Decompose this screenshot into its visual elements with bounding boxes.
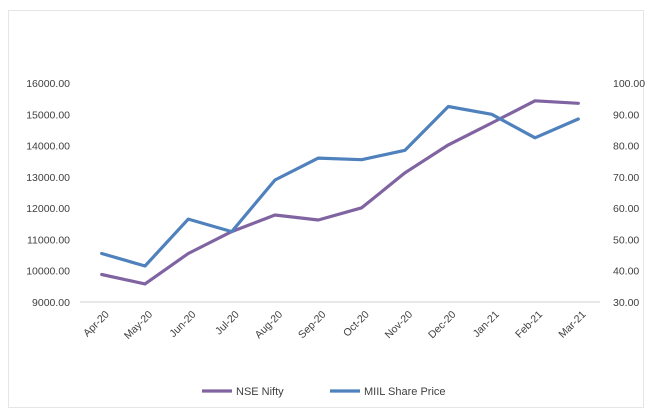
y-right-tick-label: 40.00 — [613, 266, 639, 278]
x-tick-label: May-20 — [122, 309, 155, 342]
x-tick-label: Apr-20 — [81, 309, 112, 340]
legend-label: MIIL Share Price — [364, 386, 446, 398]
y-left-tick-label: 9000.00 — [32, 297, 70, 309]
x-tick-label: Mar-21 — [556, 309, 588, 341]
x-tick-label: Jul-20 — [213, 309, 242, 338]
y-left-tick-label: 13000.00 — [26, 172, 70, 184]
chart-frame — [8, 10, 644, 408]
y-left-tick-label: 11000.00 — [27, 234, 70, 246]
x-tick-label: Sep-20 — [296, 309, 329, 342]
x-tick-label: Jan-21 — [471, 309, 502, 340]
x-tick-label: Oct-20 — [341, 309, 372, 340]
series-line-miil-share-price — [100, 104, 580, 268]
y-right-tick-label: 80.00 — [613, 141, 639, 153]
y-left-tick-label: 16000.00 — [26, 78, 70, 90]
y-right-tick-label: 70.00 — [613, 172, 639, 184]
series-line-nse-nifty — [100, 99, 580, 286]
y-right-tick-label: 50.00 — [613, 234, 639, 246]
x-tick-label: Aug-20 — [253, 309, 286, 342]
y-left-tick-label: 12000.00 — [26, 203, 70, 215]
x-tick-label: Jun-20 — [167, 309, 198, 340]
y-left-tick-label: 14000.00 — [26, 141, 70, 153]
legend-label: NSE Nifty — [236, 386, 284, 398]
y-right-tick-label: 90.00 — [613, 109, 639, 121]
x-tick-label: Feb-21 — [513, 309, 545, 341]
y-right-tick-label: 60.00 — [613, 203, 639, 215]
y-right-tick-label: 30.00 — [613, 297, 639, 309]
y-right-tick-label: 100.00 — [613, 78, 645, 90]
y-left-tick-label: 10000.00 — [26, 266, 70, 278]
x-tick-label: Dec-20 — [426, 309, 459, 342]
x-tick-label: Nov-20 — [383, 309, 416, 342]
y-left-tick-label: 15000.00 — [26, 109, 70, 121]
